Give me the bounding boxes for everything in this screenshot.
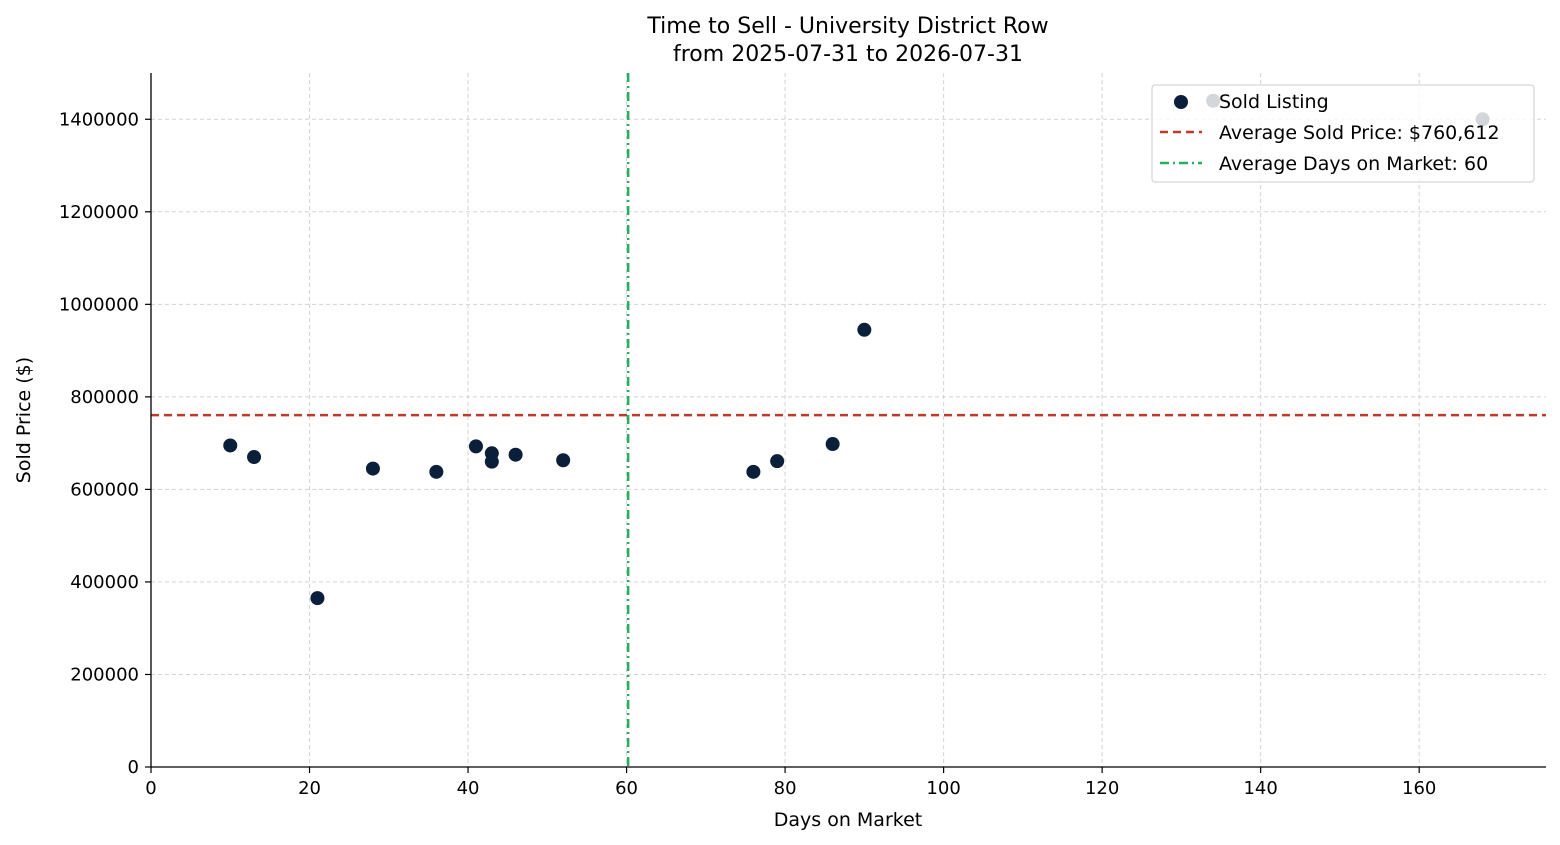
legend-box	[1151, 84, 1535, 183]
y-tick-label: 1200000	[59, 202, 139, 223]
data-point	[556, 453, 571, 468]
legend: Sold Listing Average Sold Price: $760,61…	[1151, 84, 1535, 183]
data-point	[825, 437, 840, 452]
chart-title: Time to Sell - University District Row	[646, 14, 1048, 39]
x-tick-label: 80	[774, 778, 797, 799]
y-tick-label: 1000000	[59, 294, 139, 315]
x-tick-label: 100	[926, 778, 960, 799]
x-axis-label: Days on Market	[774, 809, 922, 831]
data-point	[223, 438, 238, 453]
legend-marker-sold-listing	[1174, 95, 1188, 109]
x-tick-label: 20	[298, 778, 321, 799]
data-point	[310, 591, 325, 606]
data-point	[484, 454, 499, 469]
legend-label-average-price: Average Sold Price: $760,612	[1219, 122, 1500, 144]
data-point	[468, 439, 483, 454]
x-ticks: 0 20 40 60 80 100 120 140 160	[145, 767, 1436, 799]
y-tick-label: 200000	[70, 664, 139, 685]
data-point	[247, 450, 262, 465]
y-tick-label: 400000	[70, 572, 139, 593]
y-tick-label: 800000	[70, 387, 139, 408]
x-tick-label: 40	[457, 778, 480, 799]
reference-lines	[151, 73, 1546, 767]
x-tick-label: 140	[1243, 778, 1277, 799]
x-tick-label: 0	[145, 778, 156, 799]
x-tick-label: 160	[1402, 778, 1436, 799]
data-point	[365, 461, 380, 476]
y-tick-label: 600000	[70, 479, 139, 500]
data-point	[746, 464, 761, 479]
y-tick-label: 0	[128, 757, 139, 778]
x-tick-label: 60	[615, 778, 638, 799]
legend-label-sold-listing: Sold Listing	[1219, 91, 1329, 113]
y-axis-label: Sold Price ($)	[13, 357, 35, 483]
data-point	[770, 454, 785, 469]
legend-label-average-days: Average Days on Market: 60	[1219, 153, 1488, 175]
data-point	[857, 322, 872, 337]
data-point	[429, 464, 444, 479]
chart-subtitle: from 2025-07-31 to 2026-07-31	[673, 42, 1023, 67]
y-ticks: 0 200000 400000 600000 800000 1000000 1200000 1…	[59, 109, 151, 778]
y-tick-label: 1400000	[59, 109, 139, 130]
data-point	[508, 447, 523, 462]
x-tick-label: 120	[1085, 778, 1119, 799]
